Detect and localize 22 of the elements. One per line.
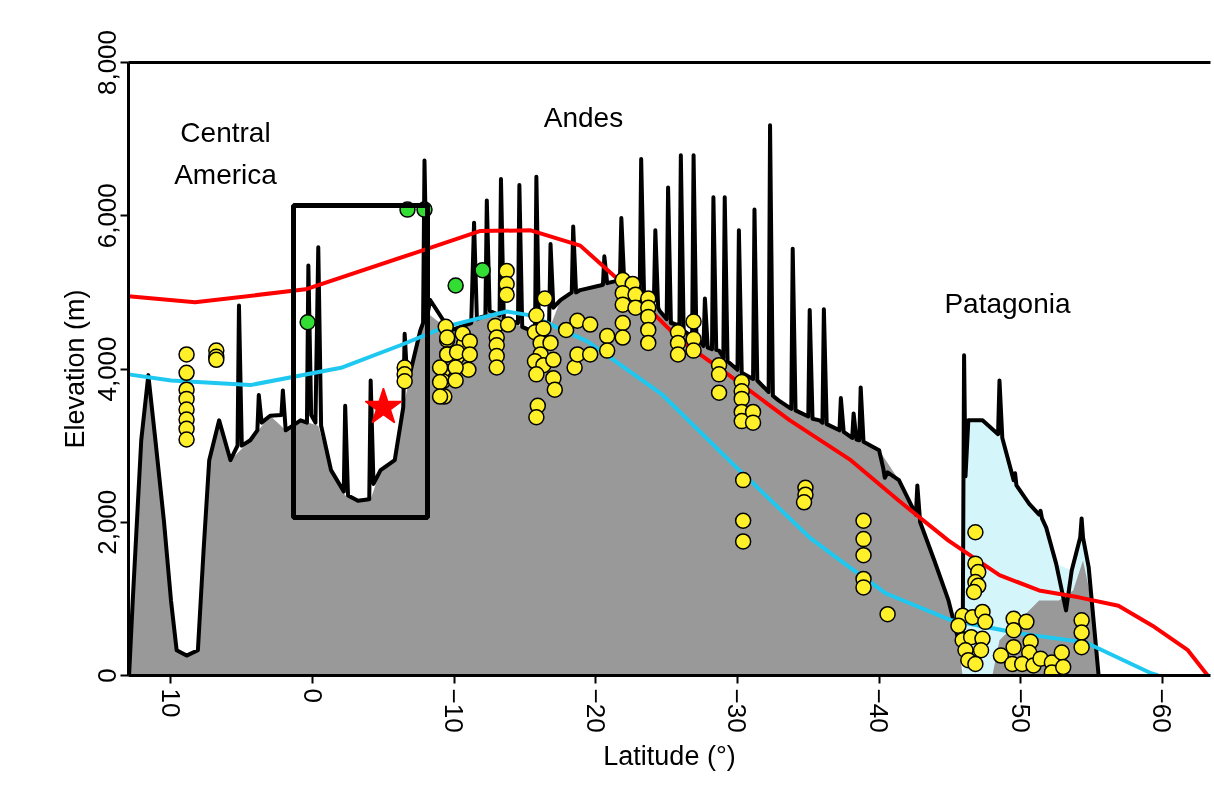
x-tick-label: −60 — [1147, 688, 1178, 733]
x-tick-label: −50 — [1005, 688, 1036, 733]
y-tick-label: 6,000 — [91, 183, 122, 249]
x-tick-label: −40 — [864, 688, 895, 733]
y-axis-title: Elevation (m) — [59, 289, 90, 449]
x-tick-label: −30 — [722, 688, 753, 733]
y-tick-label: 4,000 — [91, 336, 122, 402]
point — [364, 387, 403, 424]
annotation: Patagonia — [944, 288, 1071, 319]
annotation: Andes — [543, 102, 624, 133]
y-tick-label: 0 — [91, 668, 122, 683]
point — [447, 277, 464, 294]
y-tick-label: 2,000 — [91, 489, 122, 555]
x-tick-label: 0 — [297, 688, 328, 703]
point — [299, 314, 316, 331]
point — [474, 261, 491, 279]
x-tick-label: 10 — [155, 688, 186, 718]
x-tick-label: −20 — [580, 688, 611, 733]
y-tick-label: 8,000 — [91, 29, 122, 96]
x-tick-label: −10 — [439, 688, 470, 733]
x-axis-title: Latitude (°) — [603, 740, 736, 771]
annotation: Central America — [174, 117, 278, 190]
